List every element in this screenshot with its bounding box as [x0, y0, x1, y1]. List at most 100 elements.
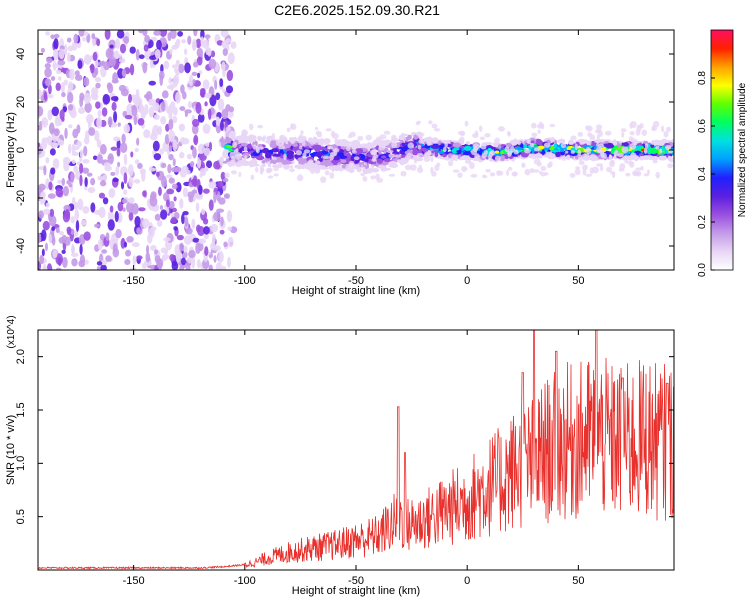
speckle — [182, 211, 189, 216]
halo-blob — [507, 150, 512, 158]
halo-blob — [280, 141, 285, 145]
halo-blob — [464, 120, 469, 127]
halo-blob — [322, 141, 327, 146]
halo-blob — [663, 131, 669, 138]
speckle — [172, 207, 177, 213]
halo-blob — [513, 138, 518, 145]
ridge-blob — [596, 140, 600, 144]
speckle — [90, 202, 96, 213]
speckle — [84, 56, 91, 65]
speckle — [166, 84, 175, 90]
speckle — [96, 116, 102, 129]
y-axis-label: Frequency (Hz) — [5, 112, 17, 188]
halo-blob — [549, 123, 556, 128]
halo-blob — [248, 123, 254, 131]
speckle — [148, 167, 157, 172]
speckle — [41, 117, 49, 128]
speckle — [210, 242, 217, 251]
speckle — [136, 227, 142, 235]
halo-blob — [361, 143, 366, 148]
speckle — [123, 36, 130, 44]
speckle — [137, 117, 145, 126]
halo-blob — [265, 167, 272, 174]
halo-blob — [482, 175, 488, 179]
halo-blob — [480, 143, 487, 150]
speckle — [53, 33, 60, 39]
halo-blob — [625, 172, 631, 177]
speckle — [143, 259, 152, 267]
speckle — [202, 123, 211, 134]
speckle — [129, 46, 136, 54]
ridge-blob — [622, 142, 629, 147]
speckle — [90, 63, 95, 74]
halo-blob — [416, 153, 424, 157]
speckle — [114, 210, 119, 223]
speckle — [78, 30, 85, 37]
speckle — [203, 147, 211, 157]
speckle — [213, 160, 221, 170]
colorbar-label: Normalized spectral amplitude — [737, 82, 748, 217]
chart-title: C2E6.2025.152.09.30.R21 — [274, 2, 440, 18]
y-tick-label: 0.5 — [15, 509, 27, 524]
ridge-blob — [279, 148, 284, 154]
speckle — [178, 123, 186, 132]
speckle — [94, 67, 99, 76]
halo-blob — [630, 152, 637, 158]
speckle — [195, 101, 202, 114]
halo-blob — [521, 162, 526, 168]
halo-blob — [308, 159, 314, 165]
halo-blob — [418, 139, 425, 144]
speckle — [166, 199, 170, 208]
halo-blob — [650, 140, 657, 146]
halo-blob — [273, 165, 279, 172]
halo-blob — [669, 156, 674, 163]
speckle — [101, 249, 108, 254]
speckle — [48, 84, 52, 95]
speckle — [107, 83, 114, 94]
speckle — [79, 174, 83, 187]
halo-blob — [513, 149, 519, 155]
speckle — [130, 151, 134, 158]
speckle — [163, 237, 171, 242]
ridge-blob — [345, 144, 352, 148]
halo-blob — [365, 134, 373, 141]
halo-blob — [425, 151, 431, 156]
speckle — [195, 202, 200, 212]
halo-blob — [407, 142, 415, 149]
halo-blob — [640, 166, 644, 171]
halo-blob — [494, 137, 501, 144]
halo-blob — [442, 146, 447, 153]
halo-blob — [388, 173, 396, 177]
speckle — [110, 96, 119, 102]
speckle — [121, 198, 128, 204]
speckle — [170, 216, 177, 224]
halo-blob — [271, 132, 276, 140]
speckle — [108, 188, 116, 198]
speckle — [122, 207, 126, 212]
speckle — [195, 38, 202, 49]
speckle — [200, 30, 205, 40]
ridge-blob — [639, 155, 645, 161]
halo-blob — [229, 131, 236, 136]
speckle — [85, 113, 94, 124]
halo-blob — [506, 169, 510, 176]
speckle — [171, 64, 178, 69]
speckle — [71, 258, 78, 267]
speckle — [204, 101, 208, 107]
halo-blob — [353, 156, 360, 161]
speckle — [166, 174, 173, 179]
speckle — [51, 226, 56, 231]
speckle — [69, 68, 75, 81]
halo-blob — [478, 125, 483, 133]
halo-blob — [320, 176, 327, 184]
ridge-blob — [337, 140, 345, 144]
speckle — [52, 249, 58, 258]
ridge-blob — [324, 162, 329, 168]
speckle — [196, 259, 201, 269]
speckle — [168, 153, 174, 161]
speckle — [202, 188, 210, 194]
ridge-blob — [297, 163, 302, 170]
speckle — [138, 30, 145, 34]
speckle — [96, 261, 103, 266]
speckle — [62, 156, 71, 165]
